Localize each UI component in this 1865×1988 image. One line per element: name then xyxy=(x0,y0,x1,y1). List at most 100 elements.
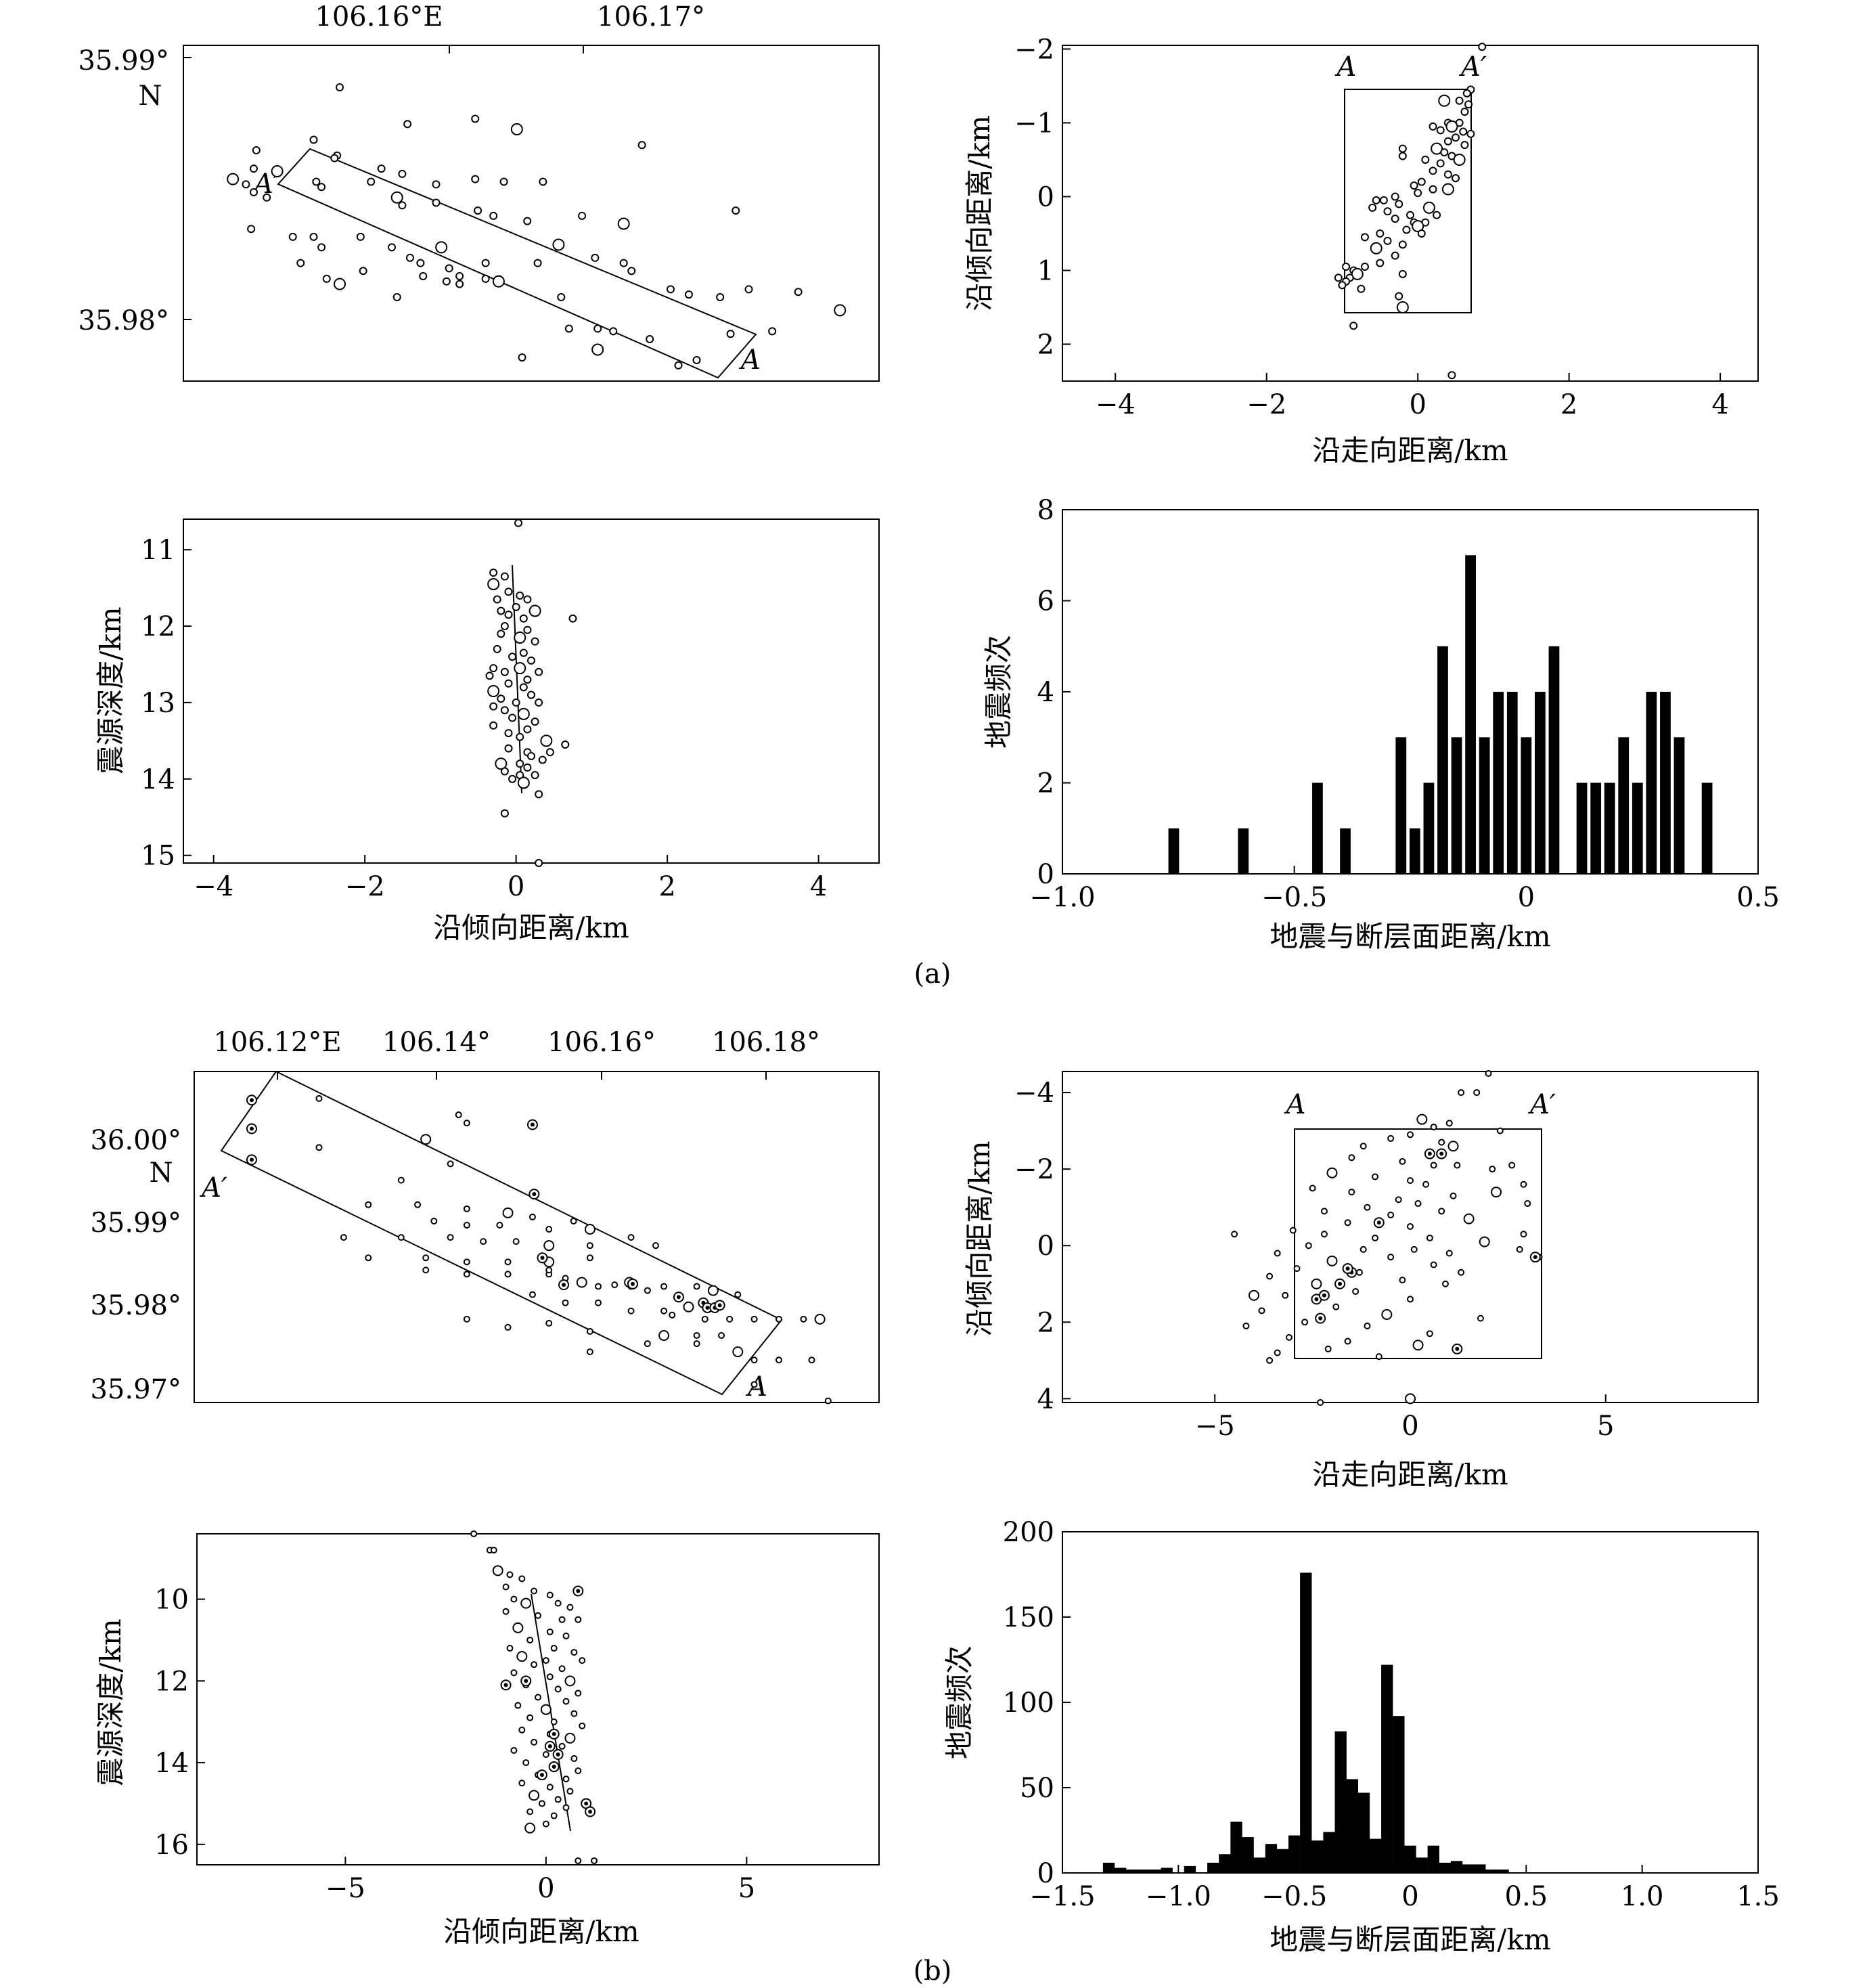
panel-a-map-event-point xyxy=(593,324,602,333)
panel-b-xsec-event-point xyxy=(1274,1349,1281,1356)
panel-a-depth-event-point xyxy=(523,625,532,634)
panel-b-map-xtick-label: 106.12°E xyxy=(213,1027,341,1058)
panel-b-map-event-point xyxy=(586,1254,593,1262)
panel-b-xsec-event-point xyxy=(1317,1399,1324,1406)
panel-b-map-event-point xyxy=(627,1307,635,1315)
panel-a-map-event-point xyxy=(405,253,414,262)
panel-a-xsec-event-point xyxy=(1398,240,1407,249)
panel-a-depth-event-point xyxy=(489,702,498,711)
panel-b-map-ytick-label: 36.00° xyxy=(90,1125,181,1156)
panel-a-depth-xtick-label: 0 xyxy=(508,871,524,902)
panel-b-depth-event-point xyxy=(546,1628,554,1635)
panel-a-depth-event-point xyxy=(508,774,517,783)
panel-b-depth-large-event-core xyxy=(584,1801,589,1806)
panel-a-depth-event-point xyxy=(489,664,498,673)
panel-a-map-event-point xyxy=(627,267,636,275)
panel-b-hist-bar xyxy=(1450,1861,1463,1873)
panel-b-map-event-point xyxy=(732,1346,744,1358)
panel-b-depth-event-point xyxy=(542,1820,549,1828)
panel-a-xsec-xtick-label: 2 xyxy=(1560,389,1577,420)
panel-b-xsec-event-point xyxy=(1381,1308,1393,1320)
panel-a-map-event-point xyxy=(794,288,803,296)
panel-b-xsec-event-point xyxy=(1293,1265,1301,1273)
panel-b-xsec-label-a: A xyxy=(1284,1089,1306,1120)
panel-a-depth-ytick-label: 11 xyxy=(141,535,175,566)
panel-b-map-event-point xyxy=(545,1319,553,1327)
panel-b-depth-event-point xyxy=(531,1661,538,1669)
panel-b-map-ytick-label: 35.97° xyxy=(90,1374,181,1405)
panel-b-depth-event-point xyxy=(550,1812,558,1819)
panel-a-map-event-point xyxy=(416,259,425,267)
panel-b-hist-ytick-label: 200 xyxy=(1003,1517,1054,1548)
panel-b-depth-large-event-core xyxy=(588,1809,593,1814)
panel-b-hist-ytick-label: 100 xyxy=(1003,1687,1054,1719)
panel-b-map-event-point xyxy=(422,1254,430,1262)
panel-b-depth-frame xyxy=(196,1533,880,1865)
panel-a-xsec-event-point xyxy=(1391,251,1399,260)
panel-b-map-large-event-core xyxy=(249,1098,254,1103)
panel-b-map-event-point xyxy=(545,1266,553,1274)
panel-a-xsec-event-point xyxy=(1459,127,1468,136)
panel-b-depth-event-point xyxy=(518,1780,526,1787)
panel-a-depth-event-point xyxy=(516,591,524,600)
panel-b-xsec-event-point xyxy=(1305,1242,1312,1250)
panel-b-map-event-point xyxy=(480,1238,487,1245)
panel-b-map-event-point xyxy=(365,1201,372,1208)
panel-b-depth-event-point xyxy=(575,1616,582,1623)
panel-a-map-event-point xyxy=(312,177,321,186)
panel-b-map-event-point xyxy=(652,1242,659,1250)
panel-a-depth-fault-trace xyxy=(512,565,522,794)
panel-a-xsec-event-point xyxy=(1391,192,1399,201)
panel-a-depth-event-point xyxy=(514,518,523,527)
panel-b-xsec-event-point xyxy=(1266,1356,1274,1364)
panel-a-xsec-event-point xyxy=(1370,242,1383,255)
panel-b-map-event-point xyxy=(644,1287,651,1294)
panel-a-depth-ytick-label: 13 xyxy=(141,688,175,719)
panel-a-depth-event-point xyxy=(523,725,532,734)
panel-b-map-event-point xyxy=(463,1315,470,1323)
panel-b-depth-event-point xyxy=(546,1673,554,1681)
panel-b-map-large-event-core xyxy=(630,1281,635,1286)
panel-b-xsec-large-event-core xyxy=(1455,1346,1460,1351)
panel-b-xsec-event-point xyxy=(1458,1268,1465,1276)
panel-b-depth-event-point xyxy=(550,1645,558,1652)
panel-b-map-ytick-label: 35.98° xyxy=(90,1290,181,1321)
panel-b-xsec-event-point xyxy=(1407,1222,1414,1230)
panel-a-depth-event-point xyxy=(514,631,526,644)
panel-a-map-profile-box xyxy=(277,148,757,379)
panel-a-map-event-point xyxy=(249,164,258,173)
panel-a-xsec-event-point xyxy=(1398,144,1407,153)
panel-b-xsec-event-point xyxy=(1320,1231,1328,1238)
panel-b-depth-large-event-core xyxy=(552,1731,556,1736)
panel-a-xsec-event-point xyxy=(1360,263,1369,271)
panel-b-map-large-event-core xyxy=(705,1305,710,1310)
panel-a-hist-bar xyxy=(1646,692,1657,874)
panel-b-hist-ytick-label: 50 xyxy=(1020,1773,1054,1804)
panel-b-xsec-event-point xyxy=(1311,1278,1322,1289)
panel-a-xsec-event-point xyxy=(1429,185,1437,194)
panel-b-hist-bar xyxy=(1265,1844,1278,1873)
panel-a-hist-bar xyxy=(1590,782,1602,874)
panel-b-map-large-event-core xyxy=(717,1303,722,1308)
panel-a-depth-event-point xyxy=(500,572,509,581)
panel-b-xsec-event-point xyxy=(1266,1273,1274,1280)
panel-b-hist-bar xyxy=(1126,1869,1138,1873)
panel-a-depth-event-point xyxy=(500,767,509,776)
panel-a-map-event-point xyxy=(744,285,753,294)
panel-a-map-event-point xyxy=(666,285,675,294)
panel-b-map-event-point xyxy=(586,1327,593,1335)
panel-b-depth-event-point xyxy=(510,1669,518,1677)
panel-b-xsec-event-point xyxy=(1387,1211,1395,1218)
panel-b-xsec-label-aprime: A′ xyxy=(1527,1089,1556,1120)
panel-a-map-event-point xyxy=(539,177,547,186)
panel-b-xsec-large-event-core xyxy=(1338,1281,1343,1286)
panel-b-xsec-large-event-core xyxy=(1345,1266,1350,1271)
panel-a-xsec-frame xyxy=(1062,45,1759,382)
panel-a-xsec-event-point xyxy=(1455,96,1464,105)
panel-a-depth-event-point xyxy=(538,755,547,764)
panel-b-xsec-event-point xyxy=(1360,1245,1367,1253)
panel-b-hist-ytick-label: 150 xyxy=(1003,1602,1054,1633)
panel-a-depth-event-point xyxy=(535,859,543,867)
panel-a-hist-bar xyxy=(1312,782,1323,874)
panel-b-map-event-point xyxy=(824,1397,832,1405)
